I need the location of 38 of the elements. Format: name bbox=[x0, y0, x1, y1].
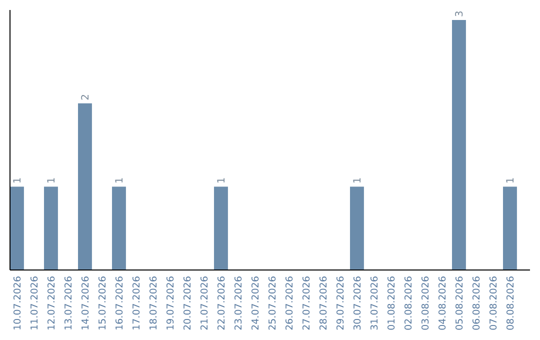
x-tick-label: 16.07.2026 bbox=[114, 276, 126, 330]
x-tick-label: 11.07.2026 bbox=[29, 276, 40, 330]
x-tick-label: 30.07.2026 bbox=[352, 276, 364, 330]
x-tick-label: 12.07.2026 bbox=[46, 276, 58, 330]
x-tick-label: 19.07.2026 bbox=[165, 276, 176, 330]
data-label: 1 bbox=[505, 177, 516, 184]
x-tick-label: 20.07.2026 bbox=[182, 276, 194, 330]
data-label: 1 bbox=[12, 177, 24, 184]
x-tick-label: 21.07.2026 bbox=[199, 276, 210, 330]
data-label: 3 bbox=[454, 10, 466, 17]
x-tick-label: 07.08.2026 bbox=[488, 276, 500, 330]
x-tick-label: 03.08.2026 bbox=[420, 276, 432, 330]
x-tick-label: 15.07.2026 bbox=[97, 276, 108, 330]
x-tick-label: 29.07.2026 bbox=[335, 276, 346, 330]
x-tick-label: 24.07.2026 bbox=[250, 276, 262, 330]
x-tick-label: 13.07.2026 bbox=[63, 276, 74, 330]
data-label: 1 bbox=[46, 177, 58, 184]
x-tick-label: 06.08.2026 bbox=[471, 276, 482, 330]
x-tick-label: 23.07.2026 bbox=[233, 276, 244, 330]
data-label: 2 bbox=[80, 94, 92, 100]
data-label: 1 bbox=[352, 177, 364, 184]
x-tick-label: 27.07.2026 bbox=[301, 276, 312, 330]
x-tick-label: 08.08.2026 bbox=[505, 276, 516, 330]
x-tick-label: 02.08.2026 bbox=[403, 276, 414, 330]
x-tick-label: 01.08.2026 bbox=[386, 276, 398, 330]
x-tick-label: 31.07.2026 bbox=[369, 276, 380, 330]
x-tick-label: 28.07.2026 bbox=[318, 276, 330, 330]
x-tick-label: 22.07.2026 bbox=[216, 276, 228, 330]
x-tick-label: 14.07.2026 bbox=[80, 276, 92, 330]
data-label: 1 bbox=[216, 177, 228, 184]
x-tick-label: 10.07.2026 bbox=[12, 276, 24, 330]
x-tick-label: 04.08.2026 bbox=[437, 276, 448, 330]
x-tick-label: 18.07.2026 bbox=[148, 276, 160, 330]
x-tick-label: 25.07.2026 bbox=[267, 276, 278, 330]
x-tick-label: 17.07.2026 bbox=[131, 276, 142, 330]
x-tick-label: 05.08.2026 bbox=[454, 276, 466, 330]
x-tick-label: 26.07.2026 bbox=[284, 276, 296, 330]
data-label: 1 bbox=[114, 177, 126, 184]
